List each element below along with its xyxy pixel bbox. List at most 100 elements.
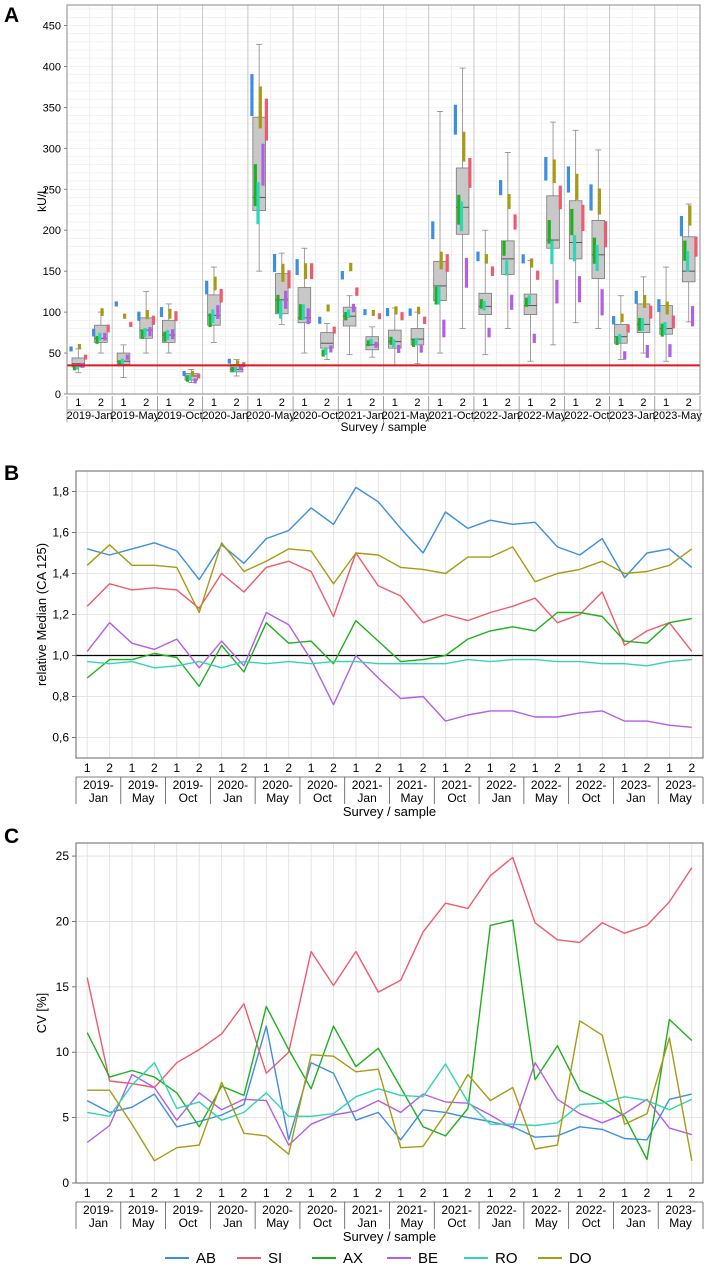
- survey-label-year: 2020-: [262, 1203, 293, 1217]
- sample-label: 1: [442, 761, 449, 775]
- sample-label: 1: [120, 397, 126, 409]
- method-box-si: [490, 266, 495, 276]
- method-box-ab: [476, 251, 480, 262]
- method-box-si: [219, 288, 223, 303]
- sample-label: 1: [576, 1186, 583, 1200]
- survey-label-month: Oct: [313, 1216, 332, 1230]
- survey-label-year: 2020-: [262, 778, 293, 792]
- method-box-ro: [414, 337, 418, 346]
- sample-label: 1: [618, 397, 624, 409]
- y-tick-label: 150: [43, 266, 61, 278]
- survey-label: 2021-May: [382, 410, 431, 422]
- method-box-ax: [366, 340, 370, 347]
- y-tick-label: 1,6: [52, 526, 69, 540]
- method-box-si: [558, 185, 562, 210]
- method-box-do: [281, 263, 285, 282]
- survey-label: 2022-May: [517, 410, 566, 422]
- y-tick-label: 5: [62, 1111, 69, 1125]
- series-line-ax: [86, 919, 693, 1161]
- survey-label-month: Jan: [492, 1216, 511, 1230]
- survey-label-month: Oct: [179, 1216, 198, 1230]
- method-box-ro: [482, 300, 486, 311]
- method-box-si: [196, 373, 201, 379]
- method-box-do: [394, 306, 398, 315]
- survey-label-year: 2023-: [665, 778, 696, 792]
- sample-label: 1: [218, 761, 225, 775]
- method-box-ax: [502, 240, 506, 256]
- sample-label: 2: [420, 1186, 427, 1200]
- survey-label-year: 2019-: [128, 1203, 159, 1217]
- method-box-ro: [437, 286, 441, 305]
- method-box-do: [597, 188, 601, 215]
- sample-label: 1: [211, 397, 217, 409]
- method-box-ax: [547, 220, 551, 244]
- y-tick-label: 0: [55, 389, 61, 401]
- method-box-be: [170, 329, 175, 340]
- method-box-ax: [411, 339, 416, 347]
- sample-label: 1: [621, 761, 628, 775]
- method-box-ab: [318, 316, 322, 324]
- survey-label-year: 2021-: [441, 778, 472, 792]
- method-box-ab: [385, 308, 390, 317]
- y-axis-label: CV [%]: [34, 993, 49, 1033]
- method-box-ab: [521, 254, 525, 264]
- method-box-ax: [525, 297, 529, 307]
- method-box-ab: [657, 299, 661, 313]
- method-box-ax: [140, 329, 144, 339]
- method-box-ro: [572, 235, 577, 262]
- survey-label-month: May: [266, 1216, 289, 1230]
- method-box-do: [484, 254, 488, 264]
- sample-label: 2: [599, 1186, 606, 1200]
- sample-label: 1: [173, 1186, 180, 1200]
- sample-label: 2: [285, 1186, 292, 1200]
- panel-a-boxplot: 0 50 100 150 200 250 300 350 400 450 1 2 1 2 1 2 1 2 1 2 1 2 1…: [35, 4, 702, 434]
- survey-label-month: Jan: [357, 791, 376, 805]
- sample-label: 1: [84, 1186, 91, 1200]
- method-box-ab: [340, 271, 344, 280]
- survey-label-year: 2022-: [531, 1203, 562, 1217]
- method-box-be: [577, 276, 582, 303]
- sample-label: 2: [196, 761, 203, 775]
- sample-label: 2: [188, 397, 194, 409]
- sample-label: 2: [686, 397, 692, 409]
- legend-label-be: BE: [418, 1250, 438, 1267]
- method-box-ab: [182, 371, 186, 377]
- sample-label: 1: [75, 397, 81, 409]
- survey-label-month: Oct: [447, 791, 466, 805]
- sample-label: 2: [688, 1186, 695, 1200]
- method-box-ax: [208, 313, 212, 328]
- method-box-be: [510, 294, 514, 310]
- y-tick-label: 0,8: [52, 690, 69, 704]
- y-tick-label: 20: [56, 914, 70, 928]
- series-line-ab: [86, 1025, 692, 1141]
- method-box-ab: [544, 156, 548, 181]
- method-box-do: [620, 313, 624, 323]
- method-box-do: [349, 262, 353, 272]
- series-line-ab: [87, 486, 693, 581]
- sample-label: 2: [285, 761, 292, 775]
- y-tick-label: 1,4: [52, 567, 69, 581]
- method-box-be: [193, 378, 197, 384]
- sample-label: 1: [527, 397, 533, 409]
- method-box-be: [623, 351, 627, 360]
- survey-label-year: 2023-: [665, 1203, 696, 1217]
- method-box-be: [487, 327, 491, 338]
- method-box-ax: [592, 237, 597, 264]
- method-box-do: [303, 263, 308, 280]
- x-axis-label: Survey / sample: [340, 420, 426, 434]
- sample-label: 2: [554, 761, 561, 775]
- sample-label: 1: [263, 1186, 270, 1200]
- survey-label-month: Jan: [492, 791, 511, 805]
- method-box-si: [264, 98, 268, 141]
- method-box-be: [284, 290, 288, 309]
- method-box-do: [665, 301, 669, 315]
- survey-label-year: 2022-: [576, 778, 607, 792]
- survey-label-month: May: [669, 1216, 692, 1230]
- sample-label: 2: [509, 1186, 516, 1200]
- y-tick-label: 250: [43, 184, 61, 196]
- method-box-si: [671, 315, 675, 329]
- method-box-do: [575, 173, 579, 200]
- survey-label-year: 2020-: [307, 778, 338, 792]
- sample-label: 1: [173, 761, 180, 775]
